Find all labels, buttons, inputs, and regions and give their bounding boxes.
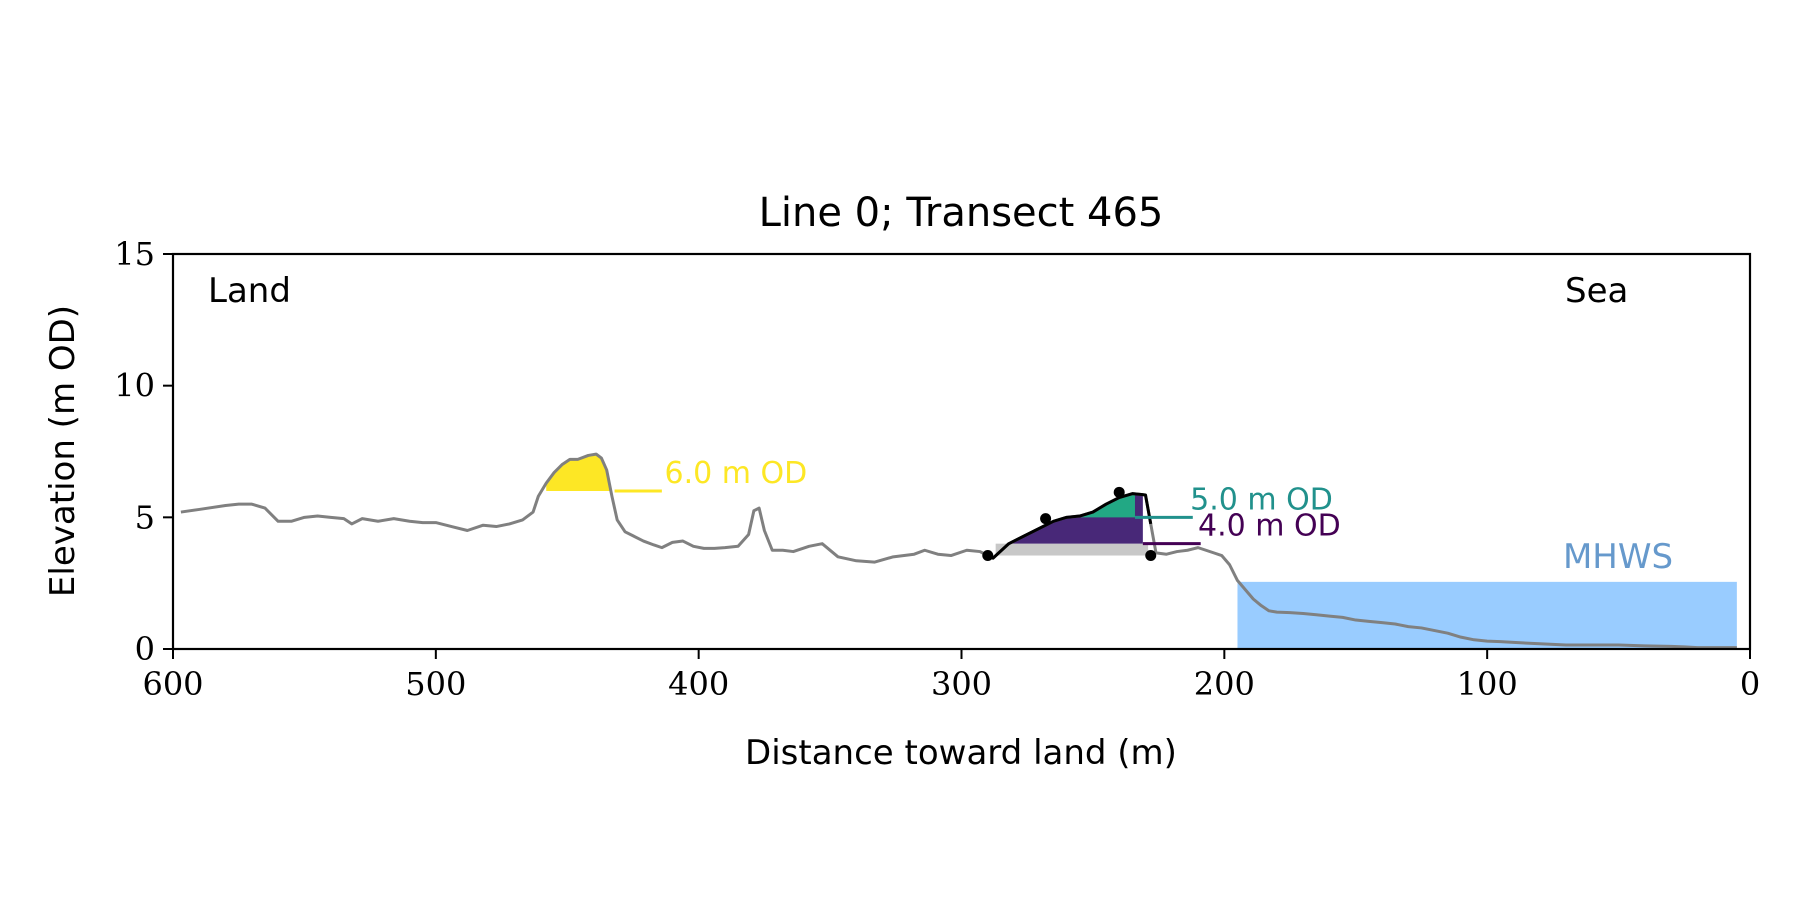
contour-annotations: 6.0 m OD 5.0 m OD4.0 m OD MHWS	[614, 456, 1673, 577]
contour-fill-5m	[1071, 493, 1135, 518]
contour-label-4m: 4.0 m OD	[1198, 509, 1341, 544]
y-tick-label: 10	[114, 367, 155, 405]
contour-fill-6m	[546, 454, 615, 491]
dune-marker-4	[1145, 550, 1157, 562]
plot-area	[180, 452, 1737, 650]
contour-label-6m: 6.0 m OD	[664, 456, 807, 491]
dune-marker-3	[1113, 486, 1125, 498]
y-tick-label: 5	[135, 498, 155, 536]
axis-ticks: 600 500 400 300 200 100 0 0 5 10 15	[114, 235, 1760, 703]
x-tick-label: 600	[142, 665, 203, 703]
mhws-label: MHWS	[1563, 537, 1673, 577]
x-tick-label: 400	[668, 665, 729, 703]
x-tick-label: 500	[405, 665, 466, 703]
x-axis-label: Distance toward land (m)	[745, 733, 1177, 773]
y-tick-label: 15	[114, 235, 155, 273]
dune-outline	[987, 492, 1153, 560]
land-label: Land	[208, 271, 291, 311]
sea-label: Sea	[1565, 271, 1628, 311]
x-tick-label: 100	[1457, 665, 1518, 703]
contour-label-5m: 5.0 m OD	[1190, 482, 1333, 517]
profile-line	[180, 452, 1737, 650]
dune-base-fill	[995, 543, 1149, 556]
dune-marker-1	[982, 550, 994, 562]
y-tick-label: 0	[135, 630, 155, 668]
x-tick-label: 200	[1194, 665, 1255, 703]
chart-title: Line 0; Transect 465	[759, 190, 1164, 236]
y-axis-label: Elevation (m OD)	[43, 305, 83, 597]
x-tick-label: 300	[931, 665, 992, 703]
dune-marker-2	[1040, 513, 1052, 525]
x-tick-label: 0	[1740, 665, 1760, 703]
